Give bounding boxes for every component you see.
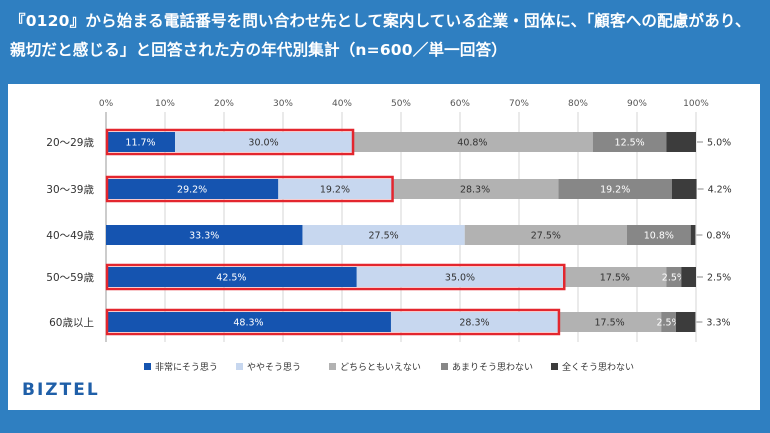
bar-segment — [278, 179, 392, 199]
bar-segment — [681, 267, 696, 287]
highlight-box — [105, 263, 566, 291]
data-label: 42.5% — [216, 273, 246, 284]
legend-label: ややそう思う — [247, 362, 301, 373]
category-label: 40～49歳 — [46, 230, 94, 242]
bar-segment — [675, 312, 696, 332]
chart-title-line-2: 親切だと感じる」と回答された方の年代別集計（n=600／単一回答） — [10, 41, 507, 59]
chart-title: 『0120』から始まる電話番号を問い合わせ先として案内している企業・団体に、「顧… — [10, 7, 762, 65]
legend-label: 非常にそう思う — [155, 361, 218, 373]
data-label: 0.8% — [706, 231, 730, 242]
bar-segment — [106, 179, 279, 199]
bar-segment — [592, 132, 667, 152]
data-label: 19.2% — [600, 185, 630, 196]
chart-panel: 0% 10% 20% 30% 40% 50% 60% 70% 80% 90% 100% 20～29歳 1… — [8, 84, 760, 410]
x-tick-label: 60% — [450, 99, 470, 109]
bar-segment — [106, 132, 176, 152]
bar-segment — [391, 179, 559, 199]
highlight-box — [105, 175, 394, 203]
bar-segment — [106, 225, 303, 245]
data-label: 28.3% — [460, 185, 490, 196]
data-label: 10.8% — [644, 231, 674, 242]
x-tick-label: 80% — [568, 99, 588, 109]
data-label: 19.2% — [320, 185, 350, 196]
data-label: 5.0% — [707, 138, 731, 149]
bar-segment — [175, 132, 353, 152]
data-label: 12.5% — [615, 138, 645, 149]
category-label: 60歳以上 — [49, 317, 94, 329]
x-tick-label: 100% — [683, 99, 709, 109]
legend-swatch — [441, 363, 448, 370]
bar-segment — [356, 267, 564, 287]
bar-segment — [563, 267, 667, 287]
data-label: 30.0% — [248, 138, 278, 149]
data-label: 33.3% — [189, 231, 219, 242]
legend-label: あまりそう思わない — [452, 362, 533, 373]
bar-segment — [558, 179, 672, 199]
legend-label: 全くそう思わない — [562, 361, 634, 373]
bar-segment — [106, 312, 391, 332]
bar-segment — [464, 225, 627, 245]
category-label: 50～59歳 — [46, 272, 94, 284]
data-label: 17.5% — [600, 273, 630, 284]
data-label: 2.5% — [662, 273, 686, 284]
x-tick-label: 0% — [99, 99, 114, 109]
data-label: 17.5% — [594, 318, 624, 329]
bar-segment — [352, 132, 593, 152]
legend-swatch — [144, 363, 151, 370]
bar-segment — [390, 312, 558, 332]
x-tick-label: 40% — [332, 99, 352, 109]
x-tick-label: 90% — [627, 99, 647, 109]
data-label: 35.0% — [445, 273, 475, 284]
chart-title-line-1: 『0120』から始まる電話番号を問い合わせ先として案内している企業・団体に、「顧… — [10, 12, 751, 30]
data-label: 11.7% — [125, 138, 155, 149]
x-tick-label: 50% — [391, 99, 411, 109]
bar-segment — [690, 225, 696, 245]
bar-segment — [661, 312, 676, 332]
biztel-logo: BIZTEL — [22, 380, 100, 400]
data-label: 4.2% — [708, 185, 732, 196]
legend-swatch — [236, 363, 243, 370]
data-label: 28.3% — [459, 318, 489, 329]
data-label: 3.3% — [706, 318, 730, 329]
data-label: 2.5% — [707, 273, 731, 284]
x-tick-label: 70% — [509, 99, 529, 109]
category-label: 30～39歳 — [46, 184, 94, 196]
bar-segment — [557, 312, 662, 332]
bar-segment — [106, 267, 357, 287]
data-label: 2.5% — [656, 318, 680, 329]
highlight-box — [105, 128, 355, 156]
highlight-box — [105, 308, 561, 336]
data-label: 27.5% — [531, 231, 561, 242]
data-label: 29.2% — [177, 185, 207, 196]
data-label: 40.8% — [457, 138, 487, 149]
legend-label: どちらともいえない — [340, 362, 421, 373]
data-label: 48.3% — [233, 318, 263, 329]
bar-segment — [671, 179, 697, 199]
legend-swatch — [329, 363, 336, 370]
x-tick-label: 20% — [214, 99, 234, 109]
legend-swatch — [551, 363, 558, 370]
data-label: 27.5% — [369, 231, 399, 242]
stacked-bar-chart: 0% 10% 20% 30% 40% 50% 60% 70% 80% 90% 100% 20～29歳 1… — [46, 99, 732, 373]
bar-segment — [666, 267, 682, 287]
bar-segment — [666, 132, 696, 152]
bar-segment — [302, 225, 465, 245]
bar-segment — [626, 225, 691, 245]
x-tick-label: 30% — [273, 99, 293, 109]
category-label: 20～29歳 — [46, 137, 94, 149]
x-tick-label: 10% — [155, 99, 175, 109]
